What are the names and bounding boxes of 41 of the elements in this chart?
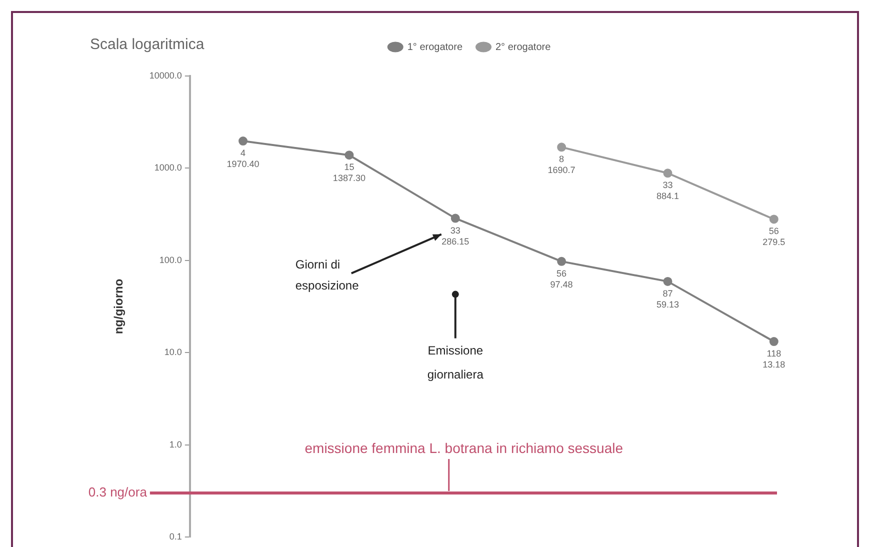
point [557,256,566,266]
annotation: 8 [559,154,564,164]
ref-line-label: 0.3 ng/ora [88,484,148,500]
annotation: 4 [240,148,246,158]
point [769,337,778,346]
annotation: 56 [556,268,567,278]
data-label: 286.15 [442,236,470,246]
data-label: 884.1 [656,191,679,202]
y-tick-label: 0.1 [169,531,182,542]
data-label: 1970.40 [226,159,260,170]
data-label: 13.18 [762,360,786,370]
legend-label: 1° erogatore [407,42,463,53]
annotation: 56 [768,226,779,236]
annotation: emissione femmina L. botrana in richiamo sessuale [304,440,624,456]
y-axis-title: ng/giorno [112,278,126,334]
point [238,136,248,146]
point [769,214,778,224]
point [344,150,354,160]
data-label: 1690.7 [548,165,576,176]
point [557,142,566,152]
y-tick-label: 100.0 [159,254,182,265]
y-tick-label: 10000.0 [149,70,182,80]
annotation: Giorni di esposizione [295,258,360,293]
y-tick-label: 1000.0 [154,162,182,173]
chart-title: Scala logaritmica [90,36,204,53]
data-label: 97.48 [550,279,573,290]
point [663,168,672,178]
annotation: 118 [766,348,782,359]
annotation: 87 [662,288,673,298]
data-label: 279.5 [762,237,786,248]
point [450,214,460,223]
annotation: 33 [450,225,460,236]
point [663,276,672,286]
y-tick-label: 1.0 [169,439,182,450]
y-tick-label: 10.0 [164,347,182,358]
data-label: 59.13 [656,299,679,310]
annotation: 15 [344,162,354,172]
annotation: Emissione giornaliera [427,344,484,382]
legend-label: 2° erogatore [496,42,552,53]
annotation: 33 [662,180,673,190]
data-label: 1387.30 [332,173,366,184]
